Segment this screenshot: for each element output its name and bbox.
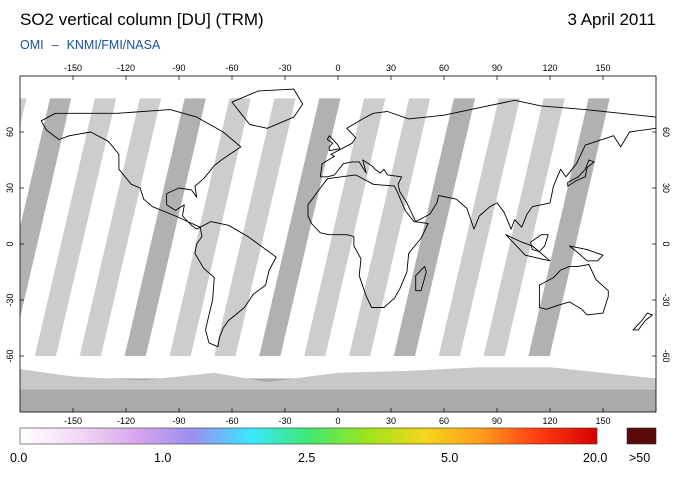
lon-tick-label-bottom: -60 [225,416,238,426]
lon-tick-label-bottom: 150 [595,416,610,426]
lat-tick-label-left: -30 [5,293,15,306]
lat-tick-label-left: 0 [5,241,15,246]
lat-tick-label-right: -30 [661,293,671,306]
colorbar-label-1: 1.0 [154,451,172,465]
eurasia-coast [319,99,656,230]
lat-tick-label-left: -60 [5,349,15,362]
swath-band [304,98,386,357]
new-guinea-coast [568,245,604,262]
lat-tick-label-left: 30 [5,183,15,193]
lon-tick-label-top: 150 [595,63,610,73]
lon-tick-label-bottom: 0 [335,416,340,426]
latitude-ticks-left: 60 30 0 -30 -60 [5,127,24,363]
latitude-ticks-right: 60 30 0 -30 -60 [652,127,671,363]
lat-tick-label-right: 30 [661,183,671,193]
credit-separator: – [51,38,59,52]
lon-tick-label-bottom: -90 [172,416,185,426]
colorbar-overflow-label: >50 [629,451,651,465]
credit-institutions: KNMI/FMI/NASA [66,38,161,52]
antarctica-landmass [20,367,656,412]
longitude-ticks-top: -150 -120 -90 -60 -30 0 30 60 90 120 150 [64,63,611,80]
north-america-coast [40,109,242,230]
lon-tick-label-bottom: 30 [386,416,396,426]
lat-tick-label-right: -60 [661,349,671,362]
britain-coast [326,135,341,152]
lon-tick-label-top: -90 [172,63,185,73]
swath-band [20,98,72,319]
swath-band [34,98,117,357]
credit-line: OMI – KNMI/FMI/NASA [20,38,160,52]
swath-band [169,98,251,357]
lon-tick-label-bottom: 120 [542,416,557,426]
borneo-coast [530,234,549,252]
credit-instrument: OMI [20,38,44,52]
colorbar-label-3: 5.0 [441,451,459,465]
madagascar-coast [415,265,427,292]
swath-band [393,98,476,357]
colorbar-label-0: 0.0 [10,451,28,465]
lon-tick-label-top: -150 [64,63,82,73]
map-area [20,76,656,412]
japan-coast [567,159,595,187]
swath-band [438,98,520,357]
swath-band [349,98,431,357]
new-zealand-coast [632,312,653,331]
lon-tick-label-top: -60 [225,63,238,73]
swath-band [20,98,27,126]
map-date: 3 April 2011 [567,10,656,29]
lat-tick-label-left: 60 [5,127,15,137]
swath-band [483,98,565,357]
south-america-coast [194,221,277,348]
lat-tick-label-right: 60 [661,127,671,137]
coastlines [40,88,656,348]
lon-tick-label-top: 0 [335,63,340,73]
swath-band [214,98,296,357]
lon-tick-label-top: 60 [439,63,449,73]
antarctica-ice-shelf [20,367,656,390]
lon-tick-label-bottom: 60 [439,416,449,426]
lon-tick-label-top: 90 [492,63,502,73]
swath-band [259,98,341,357]
colorbar-label-4: 20.0 [583,451,608,465]
indonesia-coast [505,234,551,262]
greenland-coast [231,88,304,129]
swath-band [124,98,206,357]
longitude-ticks-bottom: -150 -120 -90 -60 -30 0 30 60 90 120 150 [64,408,611,426]
lon-tick-label-bottom: 90 [492,416,502,426]
swath-band [528,98,610,357]
lat-tick-label-right: 0 [661,241,671,246]
africa-coast [307,174,429,308]
colorbar-label-2: 2.5 [298,451,316,465]
lon-tick-label-top: 120 [542,63,557,73]
lon-tick-label-bottom: -30 [278,416,291,426]
lon-tick-label-top: -120 [117,63,135,73]
colorbar [19,427,598,445]
satellite-swaths [20,98,610,357]
lon-tick-label-bottom: -150 [64,416,82,426]
map-title: SO2 vertical column [DU] (TRM) [20,10,264,29]
lon-tick-label-bottom: -120 [117,416,135,426]
lon-tick-label-top: -30 [278,63,291,73]
australia-coast [538,264,609,316]
lon-tick-label-top: 30 [386,63,396,73]
colorbar-overflow-swatch [626,427,657,445]
swath-band [79,98,161,357]
